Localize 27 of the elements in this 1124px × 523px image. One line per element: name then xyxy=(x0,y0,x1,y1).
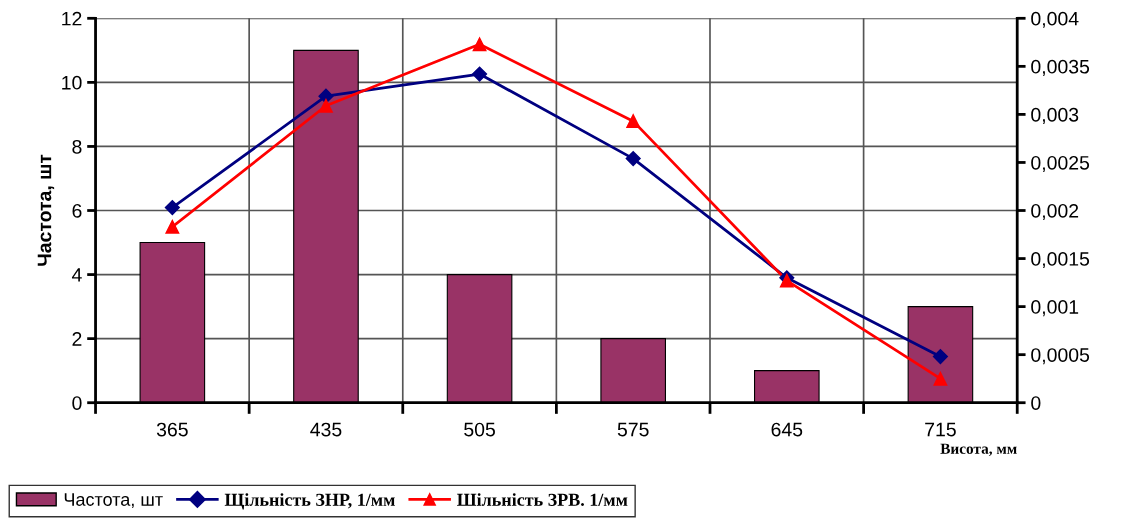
x-tick-label: 575 xyxy=(617,422,649,437)
y2-tick-label: 0,001 xyxy=(1031,300,1079,317)
x-tick-label: 645 xyxy=(771,422,803,437)
legend-label: Шільність ЗРВ. 1/мм xyxy=(457,493,628,506)
y2-tick-label: 0 xyxy=(1031,396,1041,410)
y-tick-label: 10 xyxy=(62,75,82,90)
y-tick-label: 4 xyxy=(71,268,82,282)
y2-tick-label: 0,0005 xyxy=(1031,348,1090,365)
y-tick-label: 8 xyxy=(72,139,82,154)
x-tick-label: 505 xyxy=(464,422,495,437)
legend-label: Щільність ЗНР, 1/мм xyxy=(224,493,395,510)
x-tick-label: 365 xyxy=(156,422,188,437)
y2-tick-label: 0,0015 xyxy=(1031,252,1090,269)
y2-tick-label: 0,0025 xyxy=(1031,155,1090,172)
y2-tick-label: 0,0035 xyxy=(1031,59,1090,76)
legend-label: Частота, шт xyxy=(64,493,163,509)
x-axis-title: Висота, мм xyxy=(940,443,1017,457)
y-tick-label: 6 xyxy=(72,203,82,218)
y2-tick-label: 0,004 xyxy=(1031,11,1079,28)
y-tick-label: 2 xyxy=(72,332,82,346)
y-axis-title: Частота, шт xyxy=(37,154,55,266)
y2-tick-label: 0,003 xyxy=(1031,107,1079,124)
y-tick-label: 12 xyxy=(62,11,82,26)
x-tick-label: 435 xyxy=(310,422,342,437)
y-tick-label: 0 xyxy=(72,396,82,410)
y2-tick-label: 0,002 xyxy=(1031,203,1079,221)
x-tick-label: 715 xyxy=(925,422,956,437)
